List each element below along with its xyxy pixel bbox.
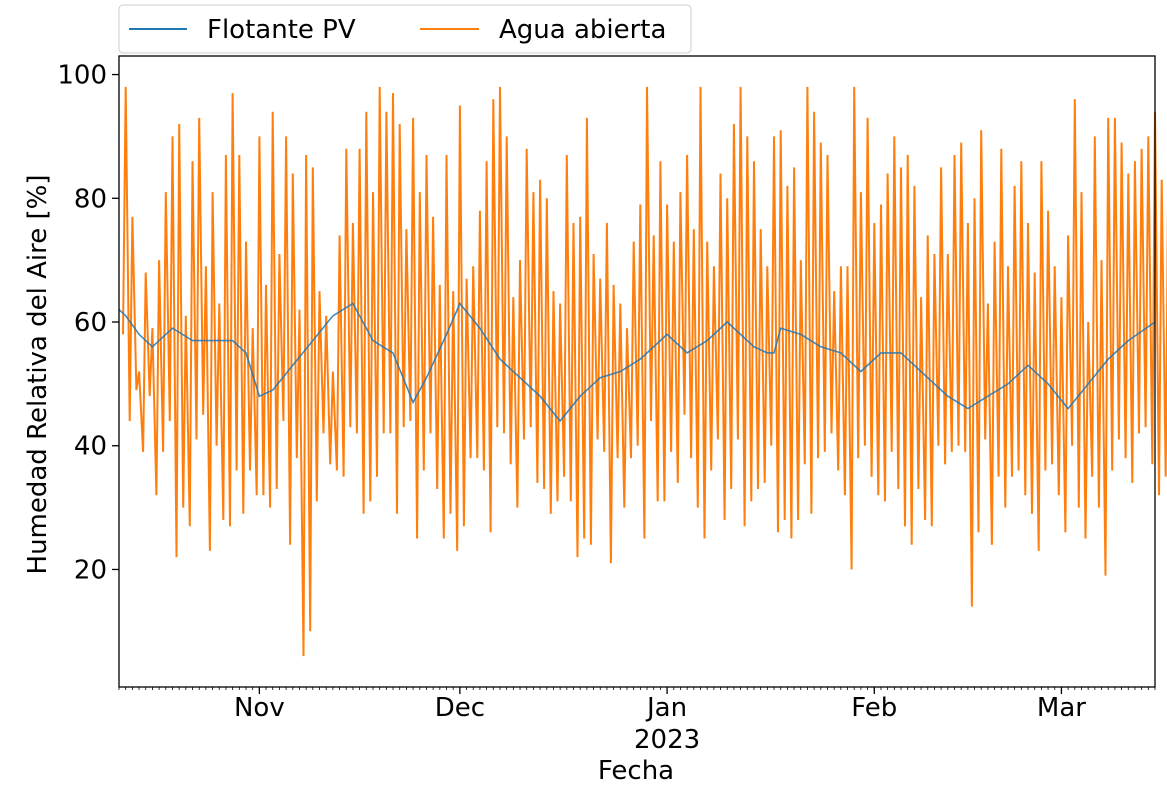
y-tick-label: 20: [74, 555, 107, 585]
plot-area-frame: [118, 55, 1156, 688]
y-axis-label: Humedad Relativa del Aire [%]: [23, 175, 53, 575]
legend-label-agua-abierta: Agua abierta: [499, 15, 666, 45]
x-tick-label: Jan: [645, 693, 687, 723]
legend: Flotante PV Agua abierta: [118, 4, 692, 54]
y-tick-label: 40: [74, 432, 107, 462]
y-axis: 20 40 60 80 100: [57, 61, 119, 585]
x-tick-label: Nov: [234, 693, 285, 723]
series-layer: [118, 86, 1167, 657]
series-line-flotante-pv: [118, 301, 1156, 423]
y-tick-label: 80: [74, 184, 107, 214]
y-tick-label: 100: [57, 61, 107, 91]
x-tick-label: Mar: [1037, 693, 1086, 723]
y-tick-label: 60: [74, 308, 107, 338]
x-tick-label: Dec: [435, 693, 485, 723]
x-tick-label: Feb: [851, 693, 897, 723]
x-tick-year-label: 2023: [634, 725, 700, 755]
x-axis-label: Fecha: [598, 756, 674, 785]
legend-label-flotante-pv: Flotante PV: [207, 15, 356, 45]
series-line-agua-abierta: [122, 86, 1167, 657]
legend-box: [118, 4, 692, 54]
